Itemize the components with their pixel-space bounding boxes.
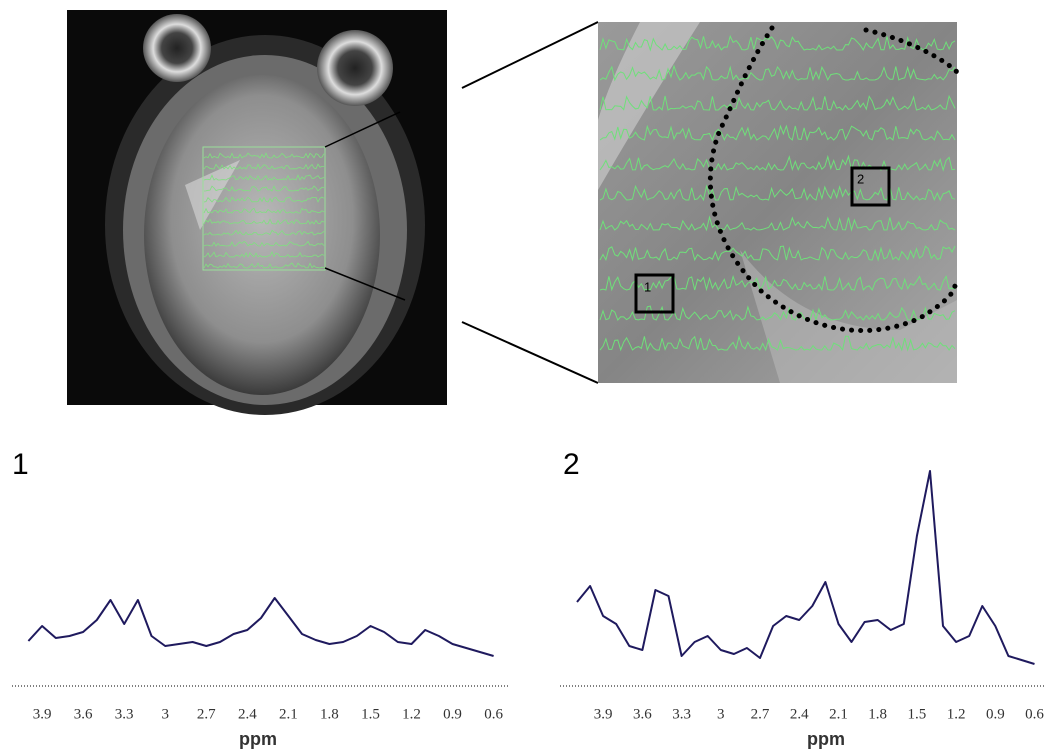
x-tick-label: 1.2: [947, 706, 966, 722]
x-tick-label: 3.6: [74, 706, 93, 722]
zoom-line: [324, 267, 406, 301]
x-tick-label: 2.7: [751, 706, 770, 722]
x-axis-label: ppm: [807, 729, 845, 749]
spectrum-line: [576, 470, 1035, 665]
voxel-spectra: [203, 196, 325, 203]
voxel-label: 2: [857, 171, 864, 186]
voxel-spectra: [599, 334, 956, 352]
voxel-spectra: [203, 251, 325, 258]
voxel-spectra: [599, 34, 956, 52]
voxel-spectra: [599, 124, 956, 142]
voxel-spectra: [599, 184, 956, 202]
voxel-label: 1: [644, 279, 651, 294]
x-tick-label: 3.9: [33, 706, 52, 722]
x-tick-label: 2.7: [197, 706, 216, 722]
chart-title: 2: [563, 448, 580, 481]
x-tick-label: 1.8: [868, 706, 887, 722]
zoom-line: [324, 111, 401, 148]
x-tick-label: 3: [717, 706, 725, 722]
voxel-box: [634, 273, 675, 314]
voxel-spectra: [599, 274, 956, 292]
x-tick-label: 1.2: [402, 706, 421, 722]
x-tick-label: 0.6: [1025, 706, 1044, 722]
x-tick-label: 2.1: [829, 706, 848, 722]
x-tick-label: 2.1: [279, 706, 298, 722]
voxel-spectra: [203, 240, 325, 247]
voxel-spectra: [599, 305, 956, 322]
zoom-line: [461, 321, 599, 384]
x-axis-label: ppm: [239, 729, 277, 749]
x-tick-label: 2.4: [238, 706, 257, 722]
spectrum-line: [27, 597, 494, 657]
x-tick-label: 1.5: [908, 706, 927, 722]
x-tick-label: 3: [161, 706, 169, 722]
x-tick-label: 0.9: [443, 706, 462, 722]
x-tick-label: 1.5: [361, 706, 380, 722]
voxel-spectra: [599, 94, 956, 111]
voxel-spectra: [203, 174, 325, 181]
x-tick-label: 3.3: [672, 706, 691, 722]
voxel-spectra: [203, 152, 325, 159]
voxel-grid: [202, 146, 326, 271]
voxel-spectra: [203, 229, 325, 236]
voxel-spectra: [203, 207, 325, 214]
zoom-image: [598, 22, 957, 383]
x-tick-label: 3.9: [594, 706, 613, 722]
zoom-line: [461, 21, 599, 89]
tumor-outline: [707, 25, 960, 333]
voxel-spectra: [599, 64, 956, 82]
chart-title: 1: [12, 448, 29, 481]
voxel-spectra: [203, 262, 325, 269]
x-tick-label: 0.6: [484, 706, 503, 722]
spectra-grid: [599, 34, 956, 352]
voxel-box: [850, 166, 891, 207]
voxel-spectra: [599, 245, 956, 262]
voxel-spectra: [203, 163, 324, 170]
voxel-spectra: [203, 185, 325, 192]
voxel-spectra: [599, 154, 956, 172]
voxel-spectra: [599, 215, 956, 232]
x-tick-label: 2.4: [790, 706, 809, 722]
voxel-spectra: [203, 218, 325, 225]
x-tick-label: 3.6: [633, 706, 652, 722]
x-tick-label: 1.8: [320, 706, 339, 722]
x-tick-label: 3.3: [115, 706, 134, 722]
x-tick-label: 0.9: [986, 706, 1005, 722]
